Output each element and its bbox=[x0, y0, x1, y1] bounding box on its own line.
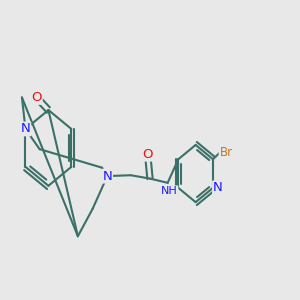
Text: N: N bbox=[102, 169, 112, 183]
Text: O: O bbox=[32, 91, 42, 104]
Text: N: N bbox=[213, 182, 223, 194]
Text: Br: Br bbox=[220, 146, 232, 159]
Text: O: O bbox=[142, 148, 153, 161]
Text: N: N bbox=[21, 122, 30, 136]
Text: NH: NH bbox=[161, 186, 178, 196]
